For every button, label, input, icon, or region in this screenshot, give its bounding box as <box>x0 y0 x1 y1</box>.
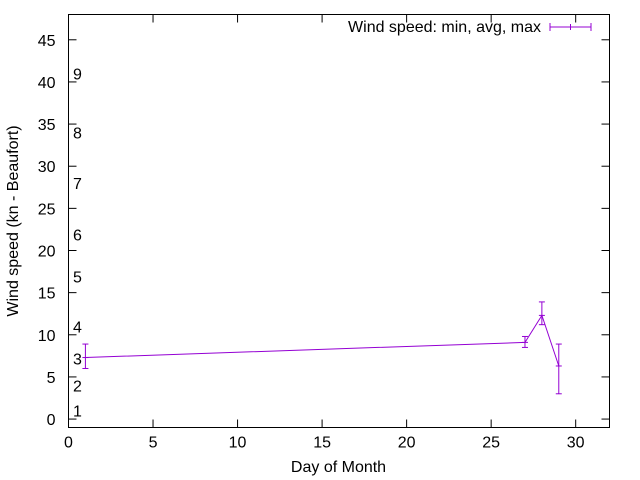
beaufort-label: 3 <box>73 351 82 368</box>
beaufort-label: 1 <box>73 404 82 421</box>
x-tick-label: 30 <box>567 435 585 452</box>
y-tick-label: 35 <box>38 117 56 134</box>
series-layer <box>82 301 562 395</box>
x-axis-label: Day of Month <box>291 459 386 476</box>
y-tick-label: 15 <box>38 286 56 303</box>
legend: Wind speed: min, avg, max <box>348 19 592 36</box>
beaufort-label: 8 <box>73 126 82 143</box>
x-tick-label: 20 <box>398 435 416 452</box>
x-tick-label: 10 <box>229 435 247 452</box>
y-tick-label: 20 <box>38 244 56 261</box>
y-tick-label: 10 <box>38 328 56 345</box>
plot-frame <box>68 14 610 428</box>
y-tick-label: 30 <box>38 159 56 176</box>
beaufort-label: 5 <box>73 270 82 287</box>
x-tick-label: 15 <box>313 435 331 452</box>
x-tick-label: 25 <box>482 435 500 452</box>
series-line <box>85 314 560 367</box>
legend-label: Wind speed: min, avg, max <box>348 19 541 36</box>
legend-sample-line <box>549 23 592 31</box>
beaufort-annotations: 1 2 3 4 5 6 7 8 9 <box>73 67 82 421</box>
y-tick-label: 25 <box>38 201 56 218</box>
beaufort-label: 6 <box>73 227 82 244</box>
beaufort-label: 9 <box>73 67 82 84</box>
y-axis-label: Wind speed (kn - Beaufort) <box>5 125 22 316</box>
y-tick-label: 5 <box>47 370 56 387</box>
y-tick-label: 40 <box>38 75 56 92</box>
data-point <box>521 335 528 348</box>
x-axis: 0 5 10 15 20 25 30 <box>64 14 585 452</box>
data-point <box>82 343 89 369</box>
x-tick-label: 0 <box>64 435 73 452</box>
x-tick-label: 5 <box>149 435 158 452</box>
y-tick-label: 45 <box>38 33 56 50</box>
beaufort-label: 4 <box>73 319 82 336</box>
data-point <box>555 343 562 395</box>
beaufort-label: 7 <box>73 176 82 193</box>
y-tick-label: 0 <box>47 412 56 429</box>
beaufort-label: 2 <box>73 378 82 395</box>
data-point <box>538 301 545 326</box>
